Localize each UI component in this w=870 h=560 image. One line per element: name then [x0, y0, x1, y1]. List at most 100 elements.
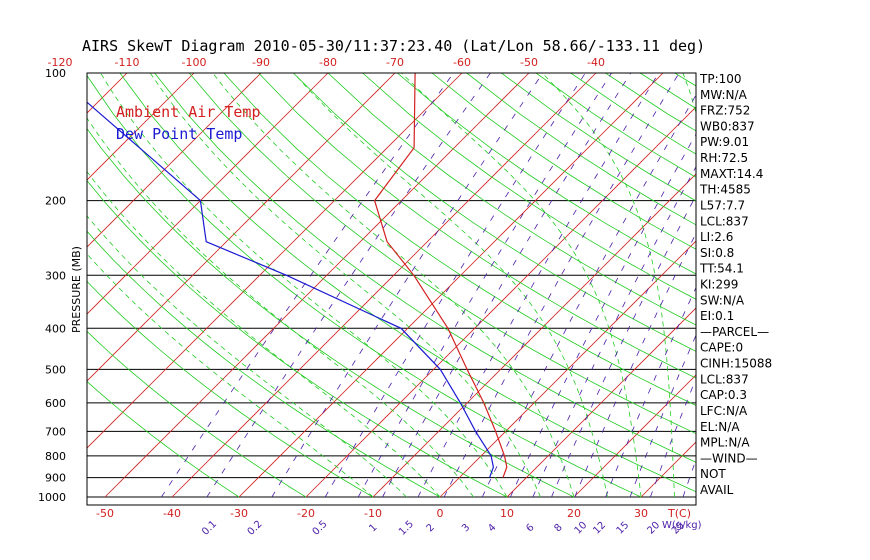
isotherm-line	[238, 73, 664, 498]
mixing-ratio-line	[324, 73, 586, 498]
isotherm-line	[439, 240, 696, 498]
stability-index-entry: MPL:N/A	[700, 436, 750, 450]
temp-tick-label-top: -40	[587, 56, 605, 69]
mixing-ratio-line	[417, 73, 660, 498]
stability-index-entry: LCL:837	[700, 214, 749, 228]
pressure-tick-label: 700	[45, 425, 66, 438]
dry-adiabat-line	[362, 73, 696, 300]
mixing-ratio-line	[650, 377, 696, 498]
isotherm-line	[87, 73, 262, 248]
moist-adiabat-line	[87, 215, 407, 498]
dry-adiabat-line	[327, 73, 696, 326]
moist-adiabat-line	[87, 253, 374, 498]
plot-frame	[86, 72, 697, 506]
mixing-ratio-tick-label: 10	[573, 520, 590, 537]
stability-index-entry: MW:N/A	[700, 88, 748, 102]
dry-adiabat-line	[258, 73, 696, 379]
stability-index-entry: CAP:0.3	[700, 388, 747, 402]
dry-adiabat-line	[744, 73, 870, 497]
temp-unit-label: T(C)	[667, 507, 691, 520]
dew-point-temp-line	[87, 101, 495, 478]
mixing-ratio-tick-label: 0.5	[311, 519, 330, 538]
mixing-ratio-tick-label: 6	[524, 522, 536, 534]
dry-adiabat-line	[397, 73, 696, 275]
stability-index-entry: EI:0.1	[700, 309, 734, 323]
mixing-ratio-line	[161, 73, 454, 498]
dry-adiabat-line	[188, 73, 696, 434]
temp-tick-label-top: -60	[453, 56, 471, 69]
mixing-ratio-line	[357, 73, 612, 498]
pressure-tick-label: 600	[45, 397, 66, 410]
moist-adiabat-line	[401, 73, 642, 498]
dry-adiabat-line	[154, 73, 696, 463]
temp-tick-label-bottom: -20	[297, 507, 315, 520]
pressure-tick-label: 500	[45, 363, 66, 376]
dry-adiabat-line	[87, 127, 575, 498]
dry-adiabat-line	[87, 179, 508, 498]
mixing-ratio-tick-label: 3	[460, 522, 472, 534]
dry-adiabat-line	[293, 73, 696, 352]
temp-tick-label-top: -100	[182, 56, 207, 69]
dry-adiabat-line	[779, 73, 870, 497]
mixing-ratio-line	[605, 286, 696, 498]
mixing-ratio-line	[532, 165, 696, 498]
stability-index-entry: KI:299	[700, 278, 738, 292]
mixing-ratio-line	[551, 194, 696, 498]
temp-tick-label-bottom: 20	[567, 507, 581, 520]
pressure-tick-label: 200	[45, 195, 66, 208]
mixing-ratio-tick-label: 1.5	[397, 519, 416, 538]
dry-adiabat-line	[87, 380, 240, 498]
isotherm-line	[640, 441, 696, 498]
mixing-ratio-line	[271, 73, 544, 498]
dry-adiabat-line	[501, 73, 696, 202]
stability-index-entry: SI:0.8	[700, 246, 734, 260]
background-grid	[87, 73, 870, 498]
stability-index-entry: TP:100	[699, 72, 742, 86]
dry-adiabat-line	[431, 73, 696, 250]
moist-adiabat-line	[100, 73, 508, 498]
profile-series	[87, 73, 508, 478]
dry-adiabat-line	[639, 73, 696, 109]
moist-adiabat-line	[212, 73, 575, 498]
temp-tick-label-top: -90	[252, 56, 270, 69]
chart-title: AIRS SkewT Diagram 2010-05-30/11:37:23.4…	[82, 37, 705, 55]
pressure-tick-label: 100	[45, 67, 66, 80]
pressure-tick-label: 400	[45, 322, 66, 335]
stability-index-entry: FRZ:752	[700, 104, 750, 118]
stability-index-entry: LI:2.6	[700, 230, 733, 244]
dry-adiabat-line	[87, 330, 307, 498]
temp-tick-label-bottom: -10	[364, 507, 382, 520]
mixing-ratio-line	[443, 73, 680, 498]
moist-adiabat-line	[87, 170, 441, 498]
mixing-ratio-line	[682, 458, 696, 498]
temp-tick-label-top: -110	[115, 56, 140, 69]
mixing-ratio-line	[510, 133, 696, 498]
dry-adiabat-line	[87, 280, 374, 498]
stability-index-entry: TH:4585	[699, 183, 751, 197]
mixing-ratio-tick-label: 15	[615, 520, 632, 537]
mixing-ratio-line	[481, 94, 696, 498]
temp-tick-label-bottom: -30	[230, 507, 248, 520]
mixing-ratio-tick-label: 8	[552, 522, 564, 534]
temp-tick-label-top: -120	[48, 56, 73, 69]
mixing-ratio-line	[574, 232, 696, 498]
isotherm-line	[87, 73, 396, 382]
temp-tick-label-bottom: 10	[500, 507, 514, 520]
mixing-ratio-tick-label: 1	[367, 522, 379, 534]
y-axis-label: PRESSURE (MB)	[70, 246, 83, 333]
isotherm-line	[506, 307, 696, 498]
legend-dew-point-temp: Dew Point Temp	[116, 125, 242, 143]
stability-index-entry: —WIND—	[700, 451, 758, 465]
dry-adiabat-line	[87, 74, 642, 498]
stability-index-entry: CAPE:0	[700, 341, 743, 355]
stability-index-entry: RH:72.5	[700, 151, 748, 165]
stability-index-entry: LCL:837	[700, 372, 749, 386]
isotherm-line	[87, 73, 195, 181]
mixing-ratio-line	[629, 334, 696, 498]
stability-index-entry: L57:7.7	[700, 199, 745, 213]
isotherm-line	[775, 73, 870, 497]
stability-index-entry: LFC:N/A	[700, 404, 748, 418]
moist-adiabat-line	[541, 73, 675, 498]
pressure-tick-label: 800	[45, 450, 66, 463]
